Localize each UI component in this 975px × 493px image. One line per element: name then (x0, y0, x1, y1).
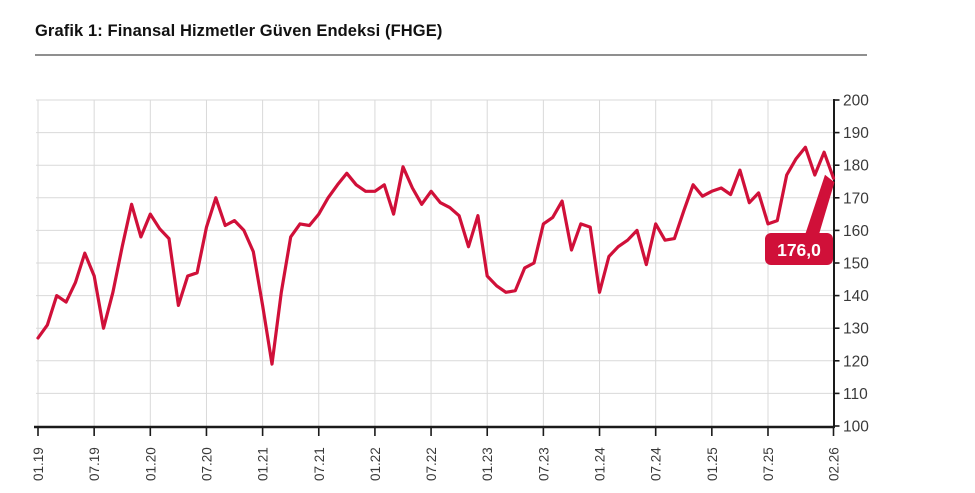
x-tick-label: 01.19 (31, 447, 46, 481)
x-tick-label: 01.22 (368, 447, 383, 481)
annotation-pointer (803, 174, 835, 241)
x-tick-label: 01.21 (256, 447, 271, 481)
x-tick-label: 07.25 (761, 447, 776, 481)
y-tick-label: 200 (843, 93, 869, 110)
y-tick-label: 100 (843, 419, 869, 436)
y-tick-label: 120 (843, 353, 869, 370)
x-tick-label: 07.19 (87, 447, 102, 481)
y-tick-label: 170 (843, 190, 869, 207)
annotation-label: 176,0 (777, 240, 821, 260)
x-tick-label: 07.23 (536, 447, 551, 481)
y-tick-label: 180 (843, 158, 869, 175)
x-tick-label: 01.20 (143, 447, 158, 481)
y-tick-label: 190 (843, 125, 869, 142)
x-tick-label: 02.26 (827, 447, 842, 481)
x-tick-label: 07.24 (649, 447, 664, 481)
y-tick-label: 160 (843, 223, 869, 240)
chart-title: Grafik 1: Finansal Hizmetler Güven Endek… (35, 22, 443, 40)
annotation-box (765, 233, 833, 265)
y-tick-label: 130 (843, 321, 869, 338)
x-tick-label: 07.21 (312, 447, 327, 481)
x-tick-label: 07.22 (424, 447, 439, 481)
x-tick-label: 01.25 (705, 447, 720, 481)
y-tick-label: 150 (843, 256, 869, 273)
x-tick-label: 01.23 (480, 447, 495, 481)
fhge-index-line (36, 145, 836, 366)
x-tick-label: 01.24 (593, 447, 608, 481)
y-tick-label: 140 (843, 288, 869, 305)
x-tick-label: 07.20 (199, 447, 214, 481)
y-tick-label: 110 (843, 386, 868, 403)
title-divider (35, 54, 867, 56)
